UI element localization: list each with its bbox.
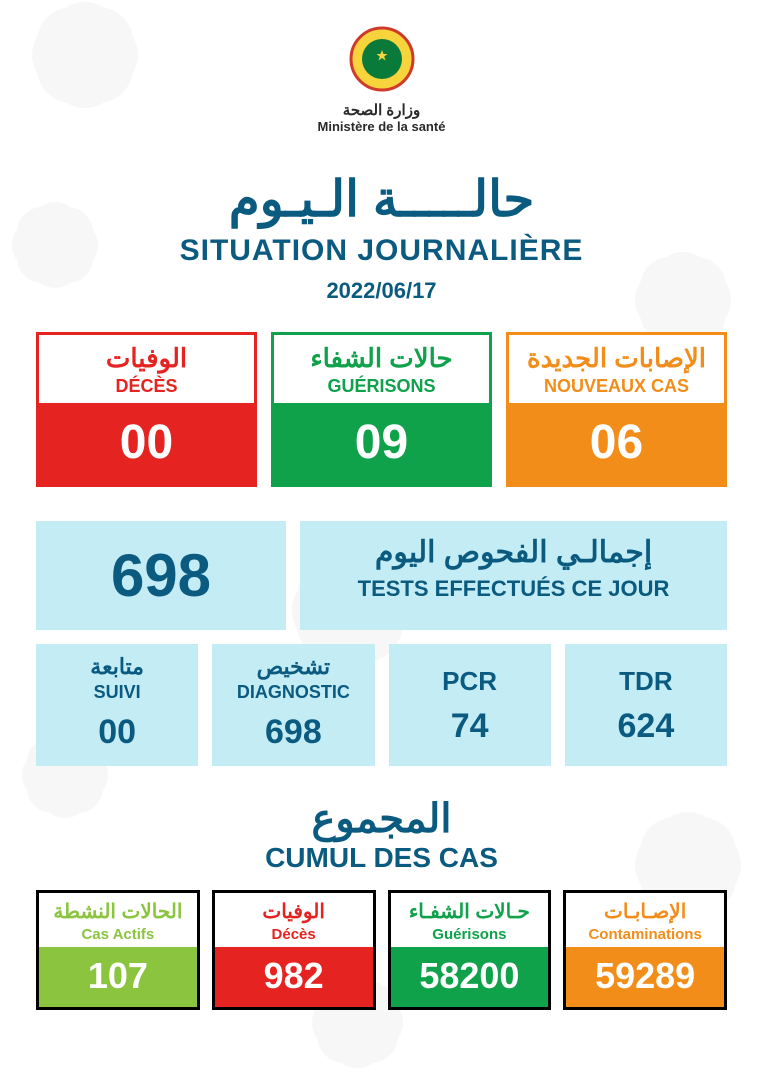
tests-diagnostic-cell: تشخيص DIAGNOSTIC 698 (212, 644, 374, 766)
cumul-deaths-card: الوفيات Décès 982 (212, 890, 376, 1010)
tests-suivi-cell: متابعة SUIVI 00 (36, 644, 198, 766)
tests-diagnostic-ar: تشخيص (216, 654, 370, 680)
tests-label-ar: إجمالـي الفحوص اليوم (308, 535, 719, 570)
cumul-contaminations-value: 59289 (566, 947, 724, 1007)
cumul-active-card: الحالات النشطة Cas Actifs 107 (36, 890, 200, 1010)
ministry-name-fr: Ministère de la santé (36, 119, 727, 134)
ministry-logo (36, 26, 727, 97)
tests-pcr-value: 74 (393, 707, 547, 746)
tests-section: 698 إجمالـي الفحوص اليوم TESTS EFFECTUÉS… (36, 521, 727, 766)
tests-tdr-label: TDR (569, 654, 723, 697)
daily-recovered-value: 09 (274, 403, 489, 484)
tests-label-fr: TESTS EFFECTUÉS CE JOUR (308, 576, 719, 602)
tests-tdr-cell: TDR 624 (565, 644, 727, 766)
cumul-contaminations-card: الإصـابـات Contaminations 59289 (563, 890, 727, 1010)
cumulative-title-fr: CUMUL DES CAS (36, 842, 727, 874)
cumulative-title-ar: المجموع (36, 796, 727, 842)
page-title-fr: SITUATION JOURNALIÈRE (36, 234, 727, 268)
cumul-recovered-card: حـالات الشفـاء Guérisons 58200 (388, 890, 552, 1010)
ministry-name-ar: وزارة الصحة (36, 101, 727, 119)
cumul-contaminations-fr: Contaminations (568, 926, 722, 943)
tests-tdr-value: 624 (569, 707, 723, 746)
daily-recovered-label-ar: حالات الشفاء (278, 343, 485, 374)
cumul-recovered-ar: حـالات الشفـاء (393, 899, 547, 924)
tests-total-label: إجمالـي الفحوص اليوم TESTS EFFECTUÉS CE … (300, 521, 727, 630)
tests-total-value: 698 (36, 521, 286, 630)
cumul-active-value: 107 (39, 947, 197, 1007)
cumul-active-fr: Cas Actifs (41, 926, 195, 943)
daily-deaths-label-fr: DÉCÈS (43, 376, 250, 397)
cumul-recovered-fr: Guérisons (393, 926, 547, 943)
cumul-deaths-ar: الوفيات (217, 899, 371, 924)
daily-newcases-card: الإصابات الجديدة NOUVEAUX CAS 06 (506, 332, 727, 487)
tests-suivi-fr: SUIVI (40, 682, 194, 703)
daily-deaths-card: الوفيات DÉCÈS 00 (36, 332, 257, 487)
cumulative-row: الحالات النشطة Cas Actifs 107 الوفيات Dé… (36, 890, 727, 1010)
daily-recovered-card: حالات الشفاء GUÉRISONS 09 (271, 332, 492, 487)
page-title-ar: حالـــــة الـيـوم (36, 170, 727, 228)
tests-suivi-ar: متابعة (40, 654, 194, 680)
tests-diagnostic-fr: DIAGNOSTIC (216, 682, 370, 703)
daily-newcases-value: 06 (509, 403, 724, 484)
cumul-contaminations-ar: الإصـابـات (568, 899, 722, 924)
daily-stats-row: الوفيات DÉCÈS 00 حالات الشفاء GUÉRISONS … (36, 332, 727, 487)
tests-pcr-cell: PCR 74 (389, 644, 551, 766)
daily-newcases-label-fr: NOUVEAUX CAS (513, 376, 720, 397)
daily-deaths-label-ar: الوفيات (43, 343, 250, 374)
cumul-deaths-fr: Décès (217, 926, 371, 943)
tests-suivi-value: 00 (40, 713, 194, 752)
report-date: 2022/06/17 (36, 278, 727, 304)
tests-diagnostic-value: 698 (216, 713, 370, 752)
cumul-deaths-value: 982 (215, 947, 373, 1007)
cumul-recovered-value: 58200 (391, 947, 549, 1007)
daily-newcases-label-ar: الإصابات الجديدة (513, 343, 720, 374)
daily-deaths-value: 00 (39, 403, 254, 484)
tests-pcr-label: PCR (393, 654, 547, 697)
cumul-active-ar: الحالات النشطة (41, 899, 195, 924)
daily-recovered-label-fr: GUÉRISONS (278, 376, 485, 397)
